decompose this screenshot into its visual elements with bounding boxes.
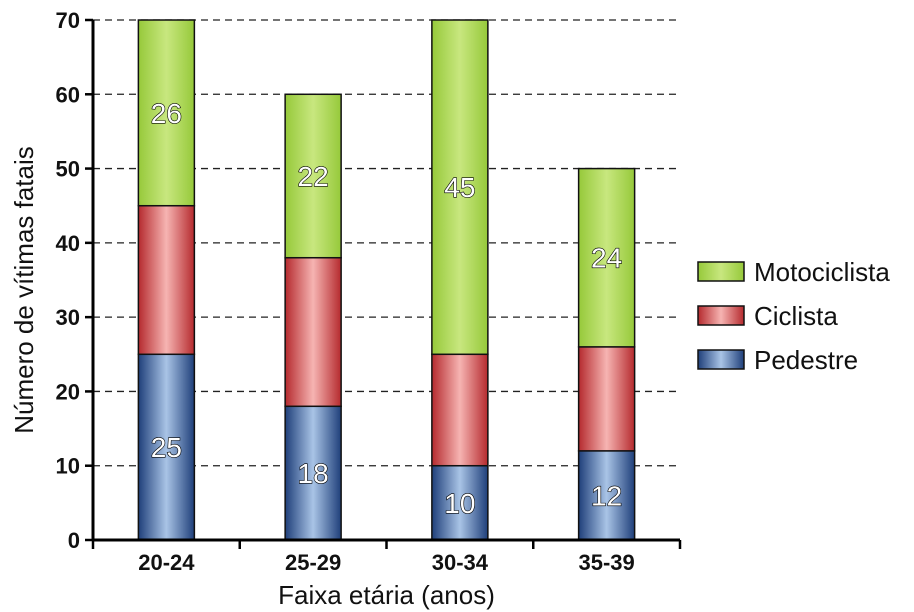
x-tick-label: 35-39: [578, 550, 634, 575]
data-label: 24: [591, 243, 622, 274]
y-tick-label: 20: [56, 379, 80, 404]
bar-segment-pedestre-20-24: [137, 353, 196, 541]
y-tick-label: 60: [56, 82, 80, 107]
data-label: 12: [591, 480, 622, 511]
x-tick-label: 20-24: [138, 550, 195, 575]
legend-swatch-pedestre: [697, 349, 745, 370]
bar-segment-motociclista-35-39: [577, 167, 636, 348]
bar-segment-ciclista-20-24: [137, 204, 196, 356]
data-label: 22: [298, 161, 329, 192]
legend-label-motociclista: Motociclista: [754, 257, 890, 287]
bar-segment-pedestre-35-39: [577, 450, 636, 541]
legend-label-ciclista: Ciclista: [754, 301, 838, 331]
x-axis-title: Faixa etária (anos): [278, 580, 495, 610]
bars: [137, 19, 636, 541]
x-tick-label: 30-34: [432, 550, 489, 575]
data-labels: 25 18 10 12 26 22 45 24: [150, 97, 623, 519]
data-label: 45: [444, 172, 475, 203]
y-tick-label: 10: [56, 454, 80, 479]
data-label: 10: [444, 488, 475, 519]
legend-label-pedestre: Pedestre: [754, 345, 858, 375]
y-tick-label: 50: [56, 157, 80, 182]
data-label: 26: [151, 98, 182, 129]
y-tick-label: 0: [68, 528, 80, 553]
bar-segment-ciclista-30-34: [431, 353, 489, 467]
bar-segment-ciclista-25-29: [284, 256, 342, 408]
data-label: 25: [151, 432, 182, 463]
axes: 0 10 20 30 40 50 60 70 20-24 25-29 30-34 35-39: [56, 8, 682, 575]
y-axis-title: Número de vítimas fatais: [9, 146, 39, 434]
legend-swatch-ciclista: [697, 305, 745, 326]
bar-segment-motociclista-30-34: [431, 19, 489, 356]
legend-swatch-motociclista: [697, 261, 745, 282]
bar-segment-ciclista-35-39: [577, 346, 636, 452]
y-tick-label: 30: [56, 305, 80, 330]
y-tick-label: 70: [56, 8, 80, 33]
x-tick-label: 25-29: [285, 550, 341, 575]
bar-segment-motociclista-20-24: [137, 19, 196, 207]
data-label: 18: [298, 458, 329, 489]
legend: Motociclista Ciclista Pedestre: [697, 257, 890, 375]
bar-segment-motociclista-25-29: [284, 93, 342, 259]
y-tick-label: 40: [56, 231, 80, 256]
